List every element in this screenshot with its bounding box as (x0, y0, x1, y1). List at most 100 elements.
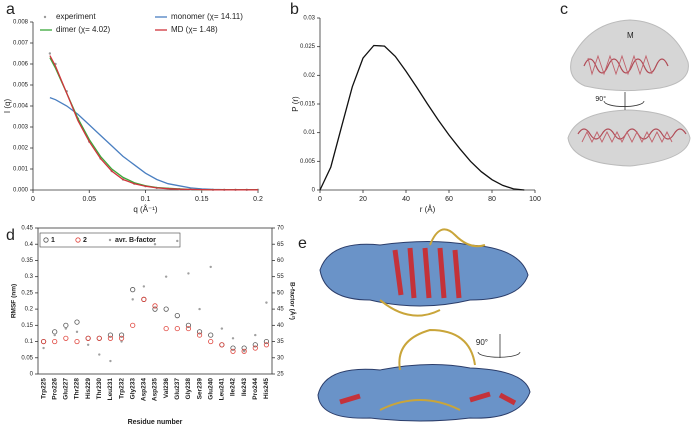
point (209, 265, 212, 269)
y-tick-label: 0.01 (303, 130, 315, 136)
y2-tick-label: 65 (277, 242, 284, 248)
envelope-images (567, 19, 691, 167)
point (254, 333, 257, 337)
y-tick-label: 0.007 (13, 41, 29, 47)
line (49, 57, 258, 191)
x-tick-label: Leu241 (219, 378, 226, 401)
x-tick-label: 40 (402, 196, 410, 203)
x-tick-label: Asp234 (141, 378, 148, 402)
point (63, 322, 69, 328)
legend-label: monomer (χ= 14.11) (171, 12, 243, 21)
point (152, 306, 158, 312)
x-tick-label: Pro226 (51, 378, 58, 400)
plot-frame (37, 227, 273, 375)
legend-label: dimer (χ= 4.02) (56, 25, 111, 34)
legend-marker (43, 15, 47, 19)
legend-marker (75, 237, 81, 243)
x-tick-label: Glu237 (174, 378, 181, 400)
x-tick-label: 0 (31, 196, 35, 203)
y-tick-label: 0.05 (21, 355, 33, 361)
y-tick-label: 0.003 (13, 125, 29, 131)
x-axis-label: r (Å) (420, 205, 436, 214)
y2-tick-label: 60 (277, 258, 284, 264)
line (49, 55, 258, 191)
y2-tick-label: 35 (277, 339, 284, 345)
y-tick-label: 0.15 (21, 323, 33, 329)
y-tick-label: 0.4 (25, 242, 34, 248)
point (107, 332, 114, 338)
point (64, 327, 68, 330)
x-tick-label: 0.2 (253, 196, 263, 203)
y-tick-label: 0.45 (21, 226, 33, 232)
y-tick-label: 0.008 (13, 20, 29, 26)
y-tick-label: 0.02 (303, 73, 315, 79)
y-tick-label: 0.1 (25, 339, 34, 345)
point (174, 325, 180, 332)
point (220, 327, 224, 330)
x-tick-label: 100 (529, 196, 541, 203)
x-tick-label: His245 (263, 378, 270, 399)
x-tick-label: Val236 (163, 378, 170, 399)
point (74, 319, 80, 325)
point (265, 301, 268, 304)
legend-label: experiment (56, 12, 96, 21)
point (230, 345, 236, 351)
legend-marker (108, 238, 112, 242)
ribbon-images (317, 228, 531, 422)
point (118, 335, 125, 341)
point (185, 322, 192, 328)
point (263, 342, 270, 348)
y-axis-label: RMSF (nm) (11, 284, 18, 318)
point (53, 333, 56, 337)
panel-label: c (560, 1, 568, 18)
point (185, 325, 192, 332)
y2-tick-label: 70 (277, 226, 284, 232)
y-tick-label: 0 (312, 188, 316, 194)
point (141, 296, 147, 302)
y-tick-label: 0.03 (303, 16, 315, 22)
point (176, 239, 179, 243)
point (130, 287, 136, 293)
x-tick-label: 60 (445, 196, 453, 203)
point (198, 307, 201, 311)
y2-tick-label: 30 (277, 355, 284, 361)
point (163, 325, 169, 332)
point (142, 285, 146, 288)
y-tick-label: 0.006 (13, 62, 29, 68)
x-tick-label: Ile242 (230, 378, 237, 396)
point (252, 345, 258, 351)
y-tick-label: 0.25 (21, 290, 33, 296)
x-axis-label: Residue number (128, 419, 183, 426)
x-tick-label: Asp235 (152, 378, 159, 402)
x-tick-label: Gly233 (129, 378, 136, 400)
y2-tick-label: 25 (277, 372, 284, 378)
point (98, 353, 101, 356)
point (174, 312, 180, 319)
point (86, 343, 90, 346)
y-tick-label: 0.000 (13, 188, 29, 194)
point (252, 342, 258, 348)
point (231, 337, 235, 340)
point (196, 329, 203, 335)
y-tick-label: 0.3 (25, 274, 34, 280)
legend-label: MD (χ= 1.48) (171, 25, 218, 34)
y2-tick-label: 55 (277, 274, 284, 280)
x-tick-label: Thr228 (74, 378, 81, 400)
point (196, 332, 203, 338)
x-tick-label: Gly238 (185, 378, 192, 400)
y-tick-label: 0.35 (21, 258, 33, 264)
point (208, 332, 214, 338)
point (109, 359, 112, 363)
x-tick-label: Glu240 (207, 378, 214, 400)
annotation: 90° (476, 338, 488, 347)
point (152, 303, 158, 309)
point (130, 322, 136, 328)
y-tick-label: 0 (30, 372, 34, 378)
x-tick-label: Trp232 (118, 378, 125, 399)
panel-label: b (290, 1, 299, 18)
y2-tick-label: 45 (277, 307, 284, 313)
y-tick-label: 0.015 (300, 102, 316, 108)
point (40, 338, 47, 345)
point (63, 335, 69, 341)
